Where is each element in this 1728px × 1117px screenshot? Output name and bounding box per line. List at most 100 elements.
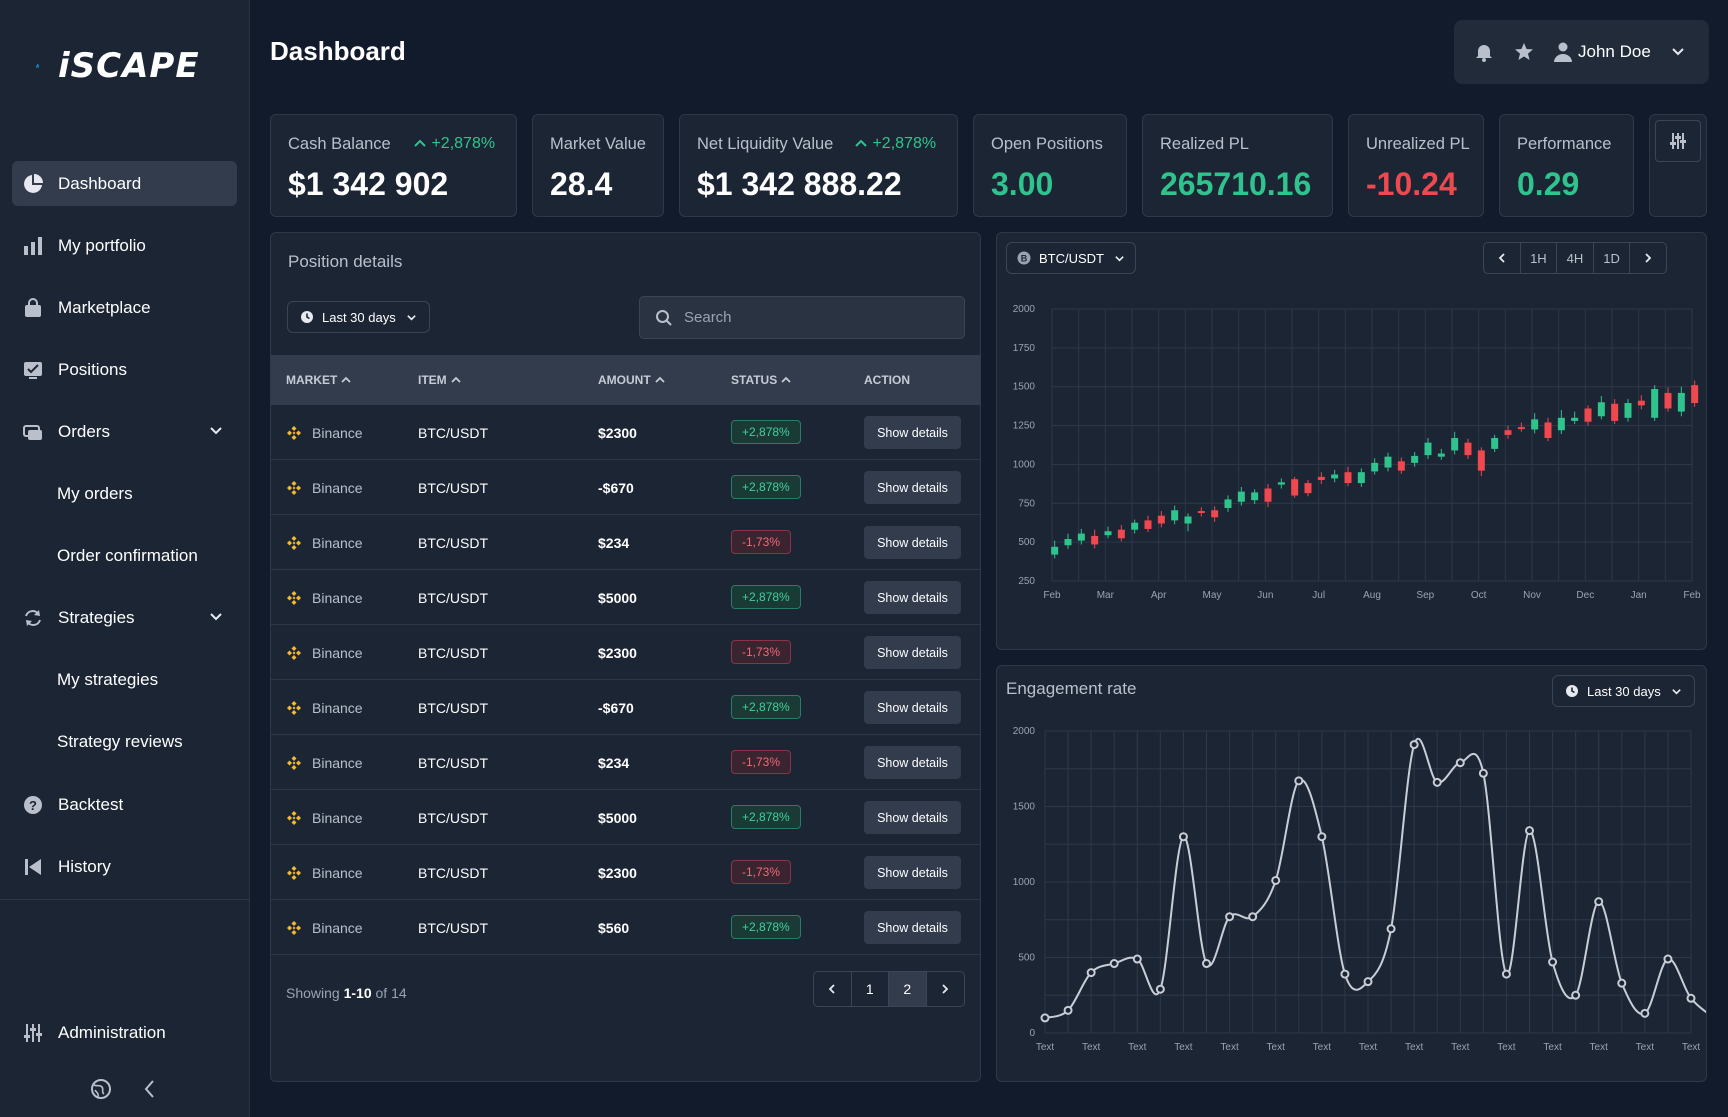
column-header-market[interactable]: MARKET <box>286 373 351 387</box>
table-row: Binance BTC/USDT $234 -1,73% Show details <box>271 735 980 790</box>
stat-card-open-positions: Open Positions 3.00 <box>973 114 1127 217</box>
candle-body <box>1091 535 1099 545</box>
sidebar-item-administration[interactable]: Administration <box>12 1010 237 1055</box>
sidebar-item-positions[interactable]: Positions <box>12 347 237 392</box>
user-name[interactable]: John Doe <box>1578 42 1651 61</box>
show-details-button[interactable]: Show details <box>864 581 961 614</box>
stats-settings-button[interactable] <box>1655 120 1701 162</box>
cell-market: Binance <box>286 515 363 570</box>
cell-item: BTC/USDT <box>418 919 488 936</box>
sidebar-item-my-portfolio[interactable]: My portfolio <box>12 223 237 268</box>
sidebar-subitem-my-orders[interactable]: My orders <box>57 484 133 503</box>
star-icon[interactable] <box>1514 42 1534 62</box>
sliders-icon <box>22 1022 44 1044</box>
sidebar-item-strategies[interactable]: Strategies <box>12 595 237 640</box>
binance-icon <box>287 480 301 495</box>
candle-body <box>1344 472 1352 484</box>
x-tick-label: Text <box>1082 1042 1101 1053</box>
timeframe-4h[interactable]: 4H <box>1557 243 1594 273</box>
sidebar-subitem-my-strategies[interactable]: My strategies <box>57 670 159 689</box>
show-details-button[interactable]: Show details <box>864 636 961 669</box>
timeframe-1d[interactable]: 1D <box>1594 243 1631 273</box>
globe-icon[interactable] <box>90 1078 112 1105</box>
sidebar-item-dashboard[interactable]: Dashboard <box>12 161 237 206</box>
search-box <box>639 296 965 339</box>
timeframe-next-button[interactable] <box>1630 243 1666 273</box>
cell-amount: $5000 <box>598 809 637 826</box>
chevron-down-icon[interactable] <box>1671 45 1685 59</box>
date-range-dropdown[interactable]: Last 30 days <box>287 301 430 333</box>
sidebar-item-label: Marketplace <box>58 297 151 317</box>
table-row: Binance BTC/USDT $560 +2,878% Show details <box>271 900 980 955</box>
column-label: AMOUNT <box>598 373 651 387</box>
x-tick-label: Text <box>1128 1042 1147 1053</box>
candle-body <box>1211 510 1219 518</box>
sidebar-item-marketplace[interactable]: Marketplace <box>12 285 237 330</box>
cell-amount: -$670 <box>598 699 634 716</box>
column-label: STATUS <box>731 373 778 387</box>
sidebar-item-history[interactable]: History <box>12 844 237 889</box>
pair-selector-dropdown[interactable]: B BTC/USDT <box>1006 242 1136 274</box>
stats-settings-card <box>1649 114 1707 217</box>
sort-ascending-icon <box>655 376 665 383</box>
candle-body <box>1051 546 1059 555</box>
pagination-prev-button[interactable] <box>814 972 852 1006</box>
data-point <box>1363 977 1373 987</box>
candle-body <box>1251 492 1259 501</box>
candle-body <box>1064 539 1072 546</box>
candle-body <box>1464 442 1472 456</box>
market-name: Binance <box>312 479 363 496</box>
show-details-button[interactable]: Show details <box>864 911 961 944</box>
candle-body <box>1197 511 1205 514</box>
table-row: Binance BTC/USDT $5000 +2,878% Show details <box>271 570 980 625</box>
status-badge: +2,878% <box>731 695 801 719</box>
candle-body <box>1597 402 1605 417</box>
pagination-page-2[interactable]: 2 <box>889 972 927 1006</box>
position-details-panel: Position details Last 30 days MARKET ITE… <box>270 232 981 1082</box>
sidebar-subitem-strategy-reviews[interactable]: Strategy reviews <box>57 732 183 751</box>
sidebar-subitem-order-confirmation[interactable]: Order confirmation <box>57 546 198 565</box>
collapse-sidebar-icon[interactable] <box>140 1078 160 1105</box>
table-row: Binance BTC/USDT $2300 +2,878% Show details <box>271 405 980 460</box>
show-details-button[interactable]: Show details <box>864 856 961 889</box>
chevron-right-icon <box>942 984 949 994</box>
cell-market: Binance <box>286 460 363 515</box>
sidebar-item-label: Backtest <box>58 794 124 814</box>
pagination-total: of 14 <box>375 985 407 1001</box>
x-tick-label: Aug <box>1363 590 1381 601</box>
column-header-item[interactable]: ITEM <box>418 373 461 387</box>
candle-body <box>1224 499 1232 508</box>
show-details-button[interactable]: Show details <box>864 416 961 449</box>
show-details-button[interactable]: Show details <box>864 526 961 559</box>
sidebar-item-backtest[interactable]: ? Backtest <box>12 782 237 827</box>
bell-icon[interactable] <box>1474 42 1494 62</box>
column-header-status[interactable]: STATUS <box>731 373 791 387</box>
user-avatar-icon[interactable] <box>1554 42 1572 62</box>
stat-card-unrealized-pl: Unrealized PL -10.24 <box>1348 114 1484 217</box>
show-details-button[interactable]: Show details <box>864 801 961 834</box>
bar-chart-icon <box>22 235 44 257</box>
search-input[interactable] <box>684 309 944 326</box>
data-point <box>1063 1005 1073 1015</box>
clock-icon <box>300 310 314 324</box>
market-name: Binance <box>312 919 363 936</box>
stat-value: 28.4 <box>550 166 613 202</box>
pagination-next-button[interactable] <box>927 972 964 1006</box>
show-details-button[interactable]: Show details <box>864 746 961 779</box>
engagement-range-dropdown[interactable]: Last 30 days <box>1552 675 1695 707</box>
data-point <box>1640 1008 1650 1018</box>
binance-icon <box>287 700 301 715</box>
column-header-amount[interactable]: AMOUNT <box>598 373 665 387</box>
show-details-button[interactable]: Show details <box>864 691 961 724</box>
timeframe-prev-button[interactable] <box>1484 243 1521 273</box>
chevron-down-icon[interactable] <box>209 423 223 443</box>
show-details-button[interactable]: Show details <box>864 471 961 504</box>
candle-body <box>1544 422 1552 439</box>
pagination-page-1[interactable]: 1 <box>852 972 889 1006</box>
status-badge: -1,73% <box>731 860 792 884</box>
sidebar-item-orders[interactable]: Orders <box>12 409 237 454</box>
chevron-down-icon[interactable] <box>209 609 223 629</box>
timeframe-1h[interactable]: 1H <box>1521 243 1558 273</box>
table-header: MARKET ITEM AMOUNT STATUS ACTION <box>271 355 980 405</box>
x-tick-label: Text <box>1267 1042 1286 1053</box>
